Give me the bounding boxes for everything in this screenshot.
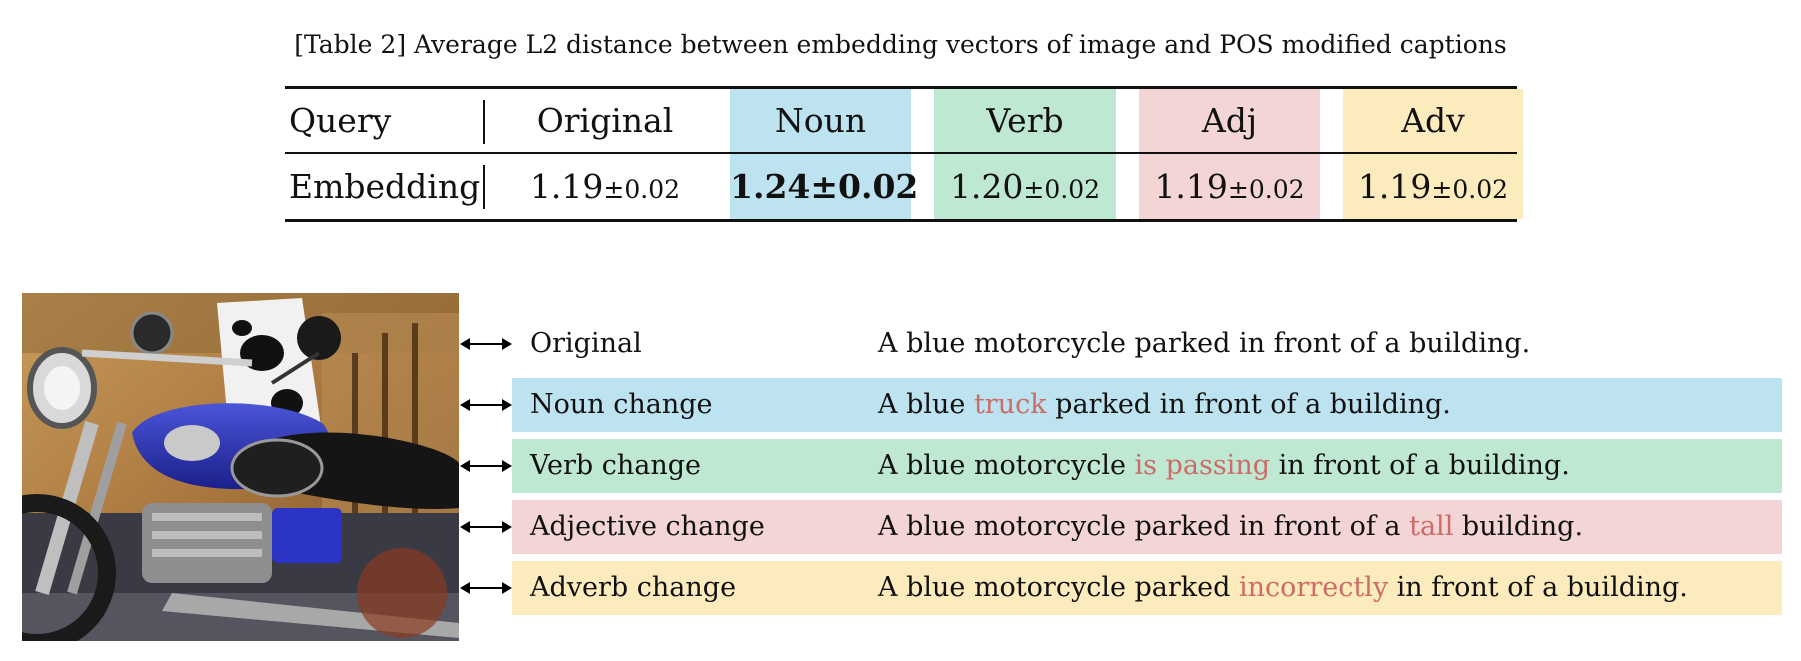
verb-column-band xyxy=(934,89,1116,219)
table-mid-rule xyxy=(285,152,1517,154)
cell-adv-sd: ±0.02 xyxy=(1431,175,1509,204)
header-adv: Adv xyxy=(1401,101,1465,140)
caption-noun-highlight: truck xyxy=(973,389,1047,420)
double-arrow-icon xyxy=(460,582,512,594)
caption-adverb-post: in front of a building. xyxy=(1388,572,1688,603)
row-label-original: Original xyxy=(530,328,642,359)
header-original: Original xyxy=(536,101,674,140)
caption-verb: A blue motorcycle is passing in front of… xyxy=(878,439,1570,493)
row-separator xyxy=(483,165,485,209)
cell-original-sd: ±0.02 xyxy=(603,175,681,204)
cell-adj-sd: ±0.02 xyxy=(1227,175,1305,204)
row-label-adverb: Adverb change xyxy=(530,572,737,603)
caption-noun-pre: A blue xyxy=(878,389,974,420)
caption-noun: A blue truck parked in front of a buildi… xyxy=(878,378,1451,432)
caption-adjective-highlight: tall xyxy=(1409,511,1454,542)
cell-adj: 1.19±0.02 xyxy=(1139,155,1320,218)
cell-verb-mean: 1.20 xyxy=(949,167,1024,206)
cell-original-mean: 1.19 xyxy=(529,167,604,206)
row-label-noun: Noun change xyxy=(530,389,713,420)
noun-row-band xyxy=(512,378,1782,432)
double-arrow-icon xyxy=(460,521,512,533)
caption-adjective: A blue motorcycle parked in front of a t… xyxy=(878,500,1583,554)
caption-adverb-pre: A blue motorcycle parked xyxy=(878,572,1240,603)
table-caption: [Table 2] Average L2 distance between em… xyxy=(294,30,1507,59)
header-noun: Noun xyxy=(774,101,867,140)
caption-original-text: A blue motorcycle parked in front of a b… xyxy=(878,328,1531,359)
verb-row-band xyxy=(512,439,1782,493)
caption-adjective-pre: A blue motorcycle parked in front of a xyxy=(878,511,1410,542)
double-arrow-icon xyxy=(460,460,512,472)
caption-verb-pre: A blue motorcycle xyxy=(878,450,1135,481)
cell-adv: 1.19±0.02 xyxy=(1343,155,1523,218)
header-query: Query xyxy=(289,101,392,140)
motorcycle-photo xyxy=(22,293,459,641)
caption-verb-highlight: is passing xyxy=(1134,450,1270,481)
header-verb: Verb xyxy=(986,101,1064,140)
cell-noun-value: 1.24±0.02 xyxy=(730,167,919,206)
caption-adverb: A blue motorcycle parked incorrectly in … xyxy=(878,561,1688,615)
row-label-adjective: Adjective change xyxy=(530,511,765,542)
cell-adv-mean: 1.19 xyxy=(1357,167,1432,206)
cell-noun: 1.24±0.02 xyxy=(730,155,918,218)
caption-verb-post: in front of a building. xyxy=(1270,450,1570,481)
row-label-embedding: Embedding xyxy=(289,167,481,206)
cell-verb: 1.20±0.02 xyxy=(934,155,1116,218)
table-top-rule xyxy=(285,86,1517,89)
caption-original: A blue motorcycle parked in front of a b… xyxy=(878,317,1530,371)
row-label-verb: Verb change xyxy=(530,450,702,481)
adj-column-band xyxy=(1139,89,1320,219)
cell-verb-sd: ±0.02 xyxy=(1023,175,1101,204)
table-bottom-rule xyxy=(285,219,1517,222)
adv-row-band xyxy=(512,561,1782,615)
results-table: Query Original Noun Verb Adj Adv Embeddi… xyxy=(285,86,1523,223)
double-arrow-icon xyxy=(460,338,512,350)
caption-noun-post: parked in front of a building. xyxy=(1046,389,1451,420)
noun-column-band xyxy=(730,89,911,219)
adv-column-band xyxy=(1343,89,1523,219)
header-adj: Adj xyxy=(1201,101,1258,140)
cell-original: 1.19±0.02 xyxy=(500,155,710,218)
double-arrow-icon xyxy=(460,399,512,411)
adj-row-band xyxy=(512,500,1782,554)
cell-adj-mean: 1.19 xyxy=(1154,167,1228,206)
header-separator xyxy=(483,100,485,144)
caption-adjective-post: building. xyxy=(1453,511,1584,542)
caption-adverb-highlight: incorrectly xyxy=(1239,572,1389,603)
